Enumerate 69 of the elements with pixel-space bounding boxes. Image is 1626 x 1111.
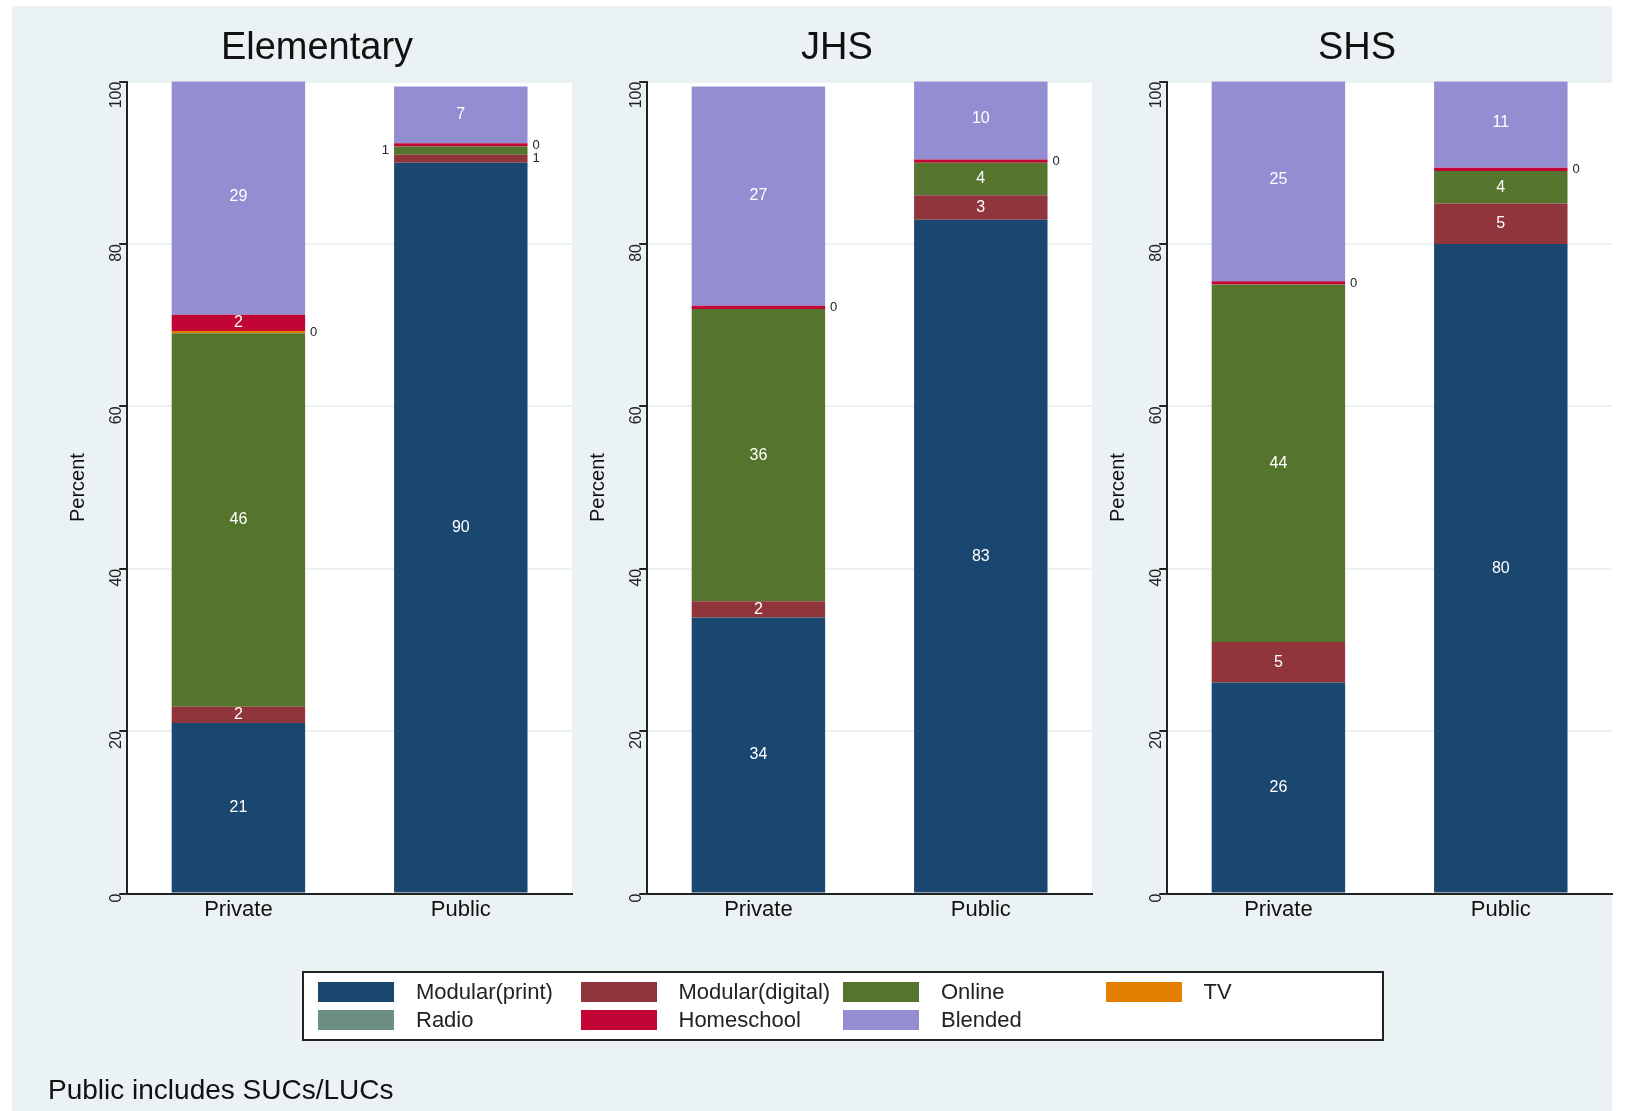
y-tick-label: 100	[1146, 81, 1164, 109]
data-label: 0	[310, 323, 318, 339]
text: Public includes SUCs/LUCs	[48, 1074, 394, 1106]
x-tick-label: Public	[1470, 895, 1531, 921]
legend-label: Blended	[941, 1007, 1022, 1033]
y-axis-title: Percent	[1105, 452, 1128, 523]
data-label: 25	[1269, 170, 1288, 188]
data-label: 4	[1496, 177, 1506, 195]
data-label: 27	[749, 186, 768, 204]
data-label: 83	[971, 546, 990, 564]
legend-label: Radio	[416, 1007, 474, 1033]
data-label: 46	[229, 510, 248, 528]
data-label: 1	[381, 142, 390, 158]
data-label: 7	[456, 105, 466, 123]
x-tick-label: Private	[724, 895, 793, 921]
y-tick-label: 80	[106, 243, 124, 262]
legend-label: Homeschool	[678, 1007, 801, 1033]
legend-label: Modular(print)	[416, 979, 553, 1005]
data-label: 3	[976, 197, 986, 215]
y-tick-label: 100	[626, 81, 644, 109]
y-tick-label: 60	[626, 406, 644, 425]
data-label: 0	[1350, 274, 1358, 290]
data-label: 1	[532, 150, 540, 166]
y-tick-label: 40	[626, 568, 644, 587]
data-label: 44	[1269, 453, 1288, 471]
y-tick-label: 80	[1146, 243, 1164, 262]
data-label: 2	[233, 705, 243, 723]
data-label: 21	[229, 798, 248, 816]
y-axis-title: Percent	[585, 452, 608, 523]
data-label: 80	[1491, 558, 1510, 576]
legend-label: TV	[1203, 979, 1232, 1005]
data-label: 0	[1052, 152, 1060, 168]
x-tick-label: Private	[1244, 895, 1313, 921]
y-tick-label: 40	[1146, 568, 1164, 587]
x-tick-label: Public	[430, 895, 491, 921]
y-tick-label: 60	[1146, 406, 1164, 425]
data-label: 0	[830, 298, 838, 314]
data-label: 0	[1572, 160, 1580, 176]
y-tick-label: 80	[626, 243, 644, 262]
data-label: 90	[451, 518, 470, 536]
x-tick-label: Public	[950, 895, 1011, 921]
data-label: 26	[1269, 777, 1288, 795]
data-label: 4	[976, 169, 986, 187]
chart-title: SHS	[1317, 25, 1397, 68]
data-label: 5	[1496, 214, 1506, 232]
data-label: 0	[532, 136, 540, 152]
data-label: 11	[1492, 113, 1510, 131]
y-tick-label: 60	[106, 406, 124, 425]
x-tick-label: Private	[204, 895, 273, 921]
y-tick-label: 20	[106, 731, 124, 749]
data-label: 10	[971, 109, 990, 127]
data-label: 5	[1273, 652, 1283, 670]
data-label: 36	[749, 445, 768, 463]
y-tick-label: 100	[106, 81, 124, 109]
data-label: 2	[233, 313, 243, 331]
y-tick-label: 0	[1146, 893, 1164, 903]
chart-title: Elementary	[220, 25, 414, 68]
y-tick-label: 20	[1146, 731, 1164, 749]
y-tick-label: 0	[106, 893, 124, 903]
legend-label: Online	[941, 979, 1005, 1005]
data-label: 34	[749, 745, 768, 763]
y-axis-title: Percent	[65, 452, 88, 523]
y-tick-label: 0	[626, 893, 644, 903]
data-label: 29	[229, 187, 248, 205]
chart-title: JHS	[801, 25, 873, 68]
legend-label: Modular(digital)	[678, 979, 831, 1005]
y-tick-label: 20	[626, 731, 644, 749]
data-label: 2	[753, 599, 763, 617]
y-tick-label: 40	[106, 568, 124, 587]
